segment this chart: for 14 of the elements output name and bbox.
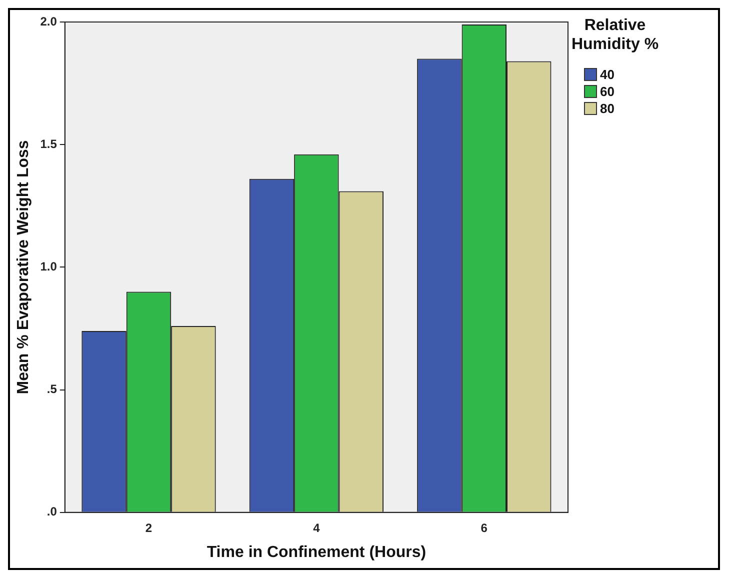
legend-title: Relative Humidity % [570, 16, 660, 54]
x-tick-label: 6 [480, 520, 488, 535]
x-tick-label: 4 [313, 520, 320, 535]
legend-label: 40 [600, 67, 614, 82]
y-tick-label: .5 [46, 382, 58, 396]
x-axis-title: Time in Confinement (Hours) [206, 544, 426, 561]
y-tick-label: 1.0 [40, 260, 58, 274]
y-axis-title: Mean % Evaporative Weight Loss [15, 140, 32, 394]
y-tick-label: 2.0 [40, 14, 58, 28]
x-tick-label: 2 [145, 520, 152, 535]
legend-label: 60 [600, 84, 614, 99]
y-tick-label: .0 [46, 504, 58, 519]
y-tick-label: 1.5 [40, 136, 58, 151]
legend-label: 80 [600, 101, 614, 116]
